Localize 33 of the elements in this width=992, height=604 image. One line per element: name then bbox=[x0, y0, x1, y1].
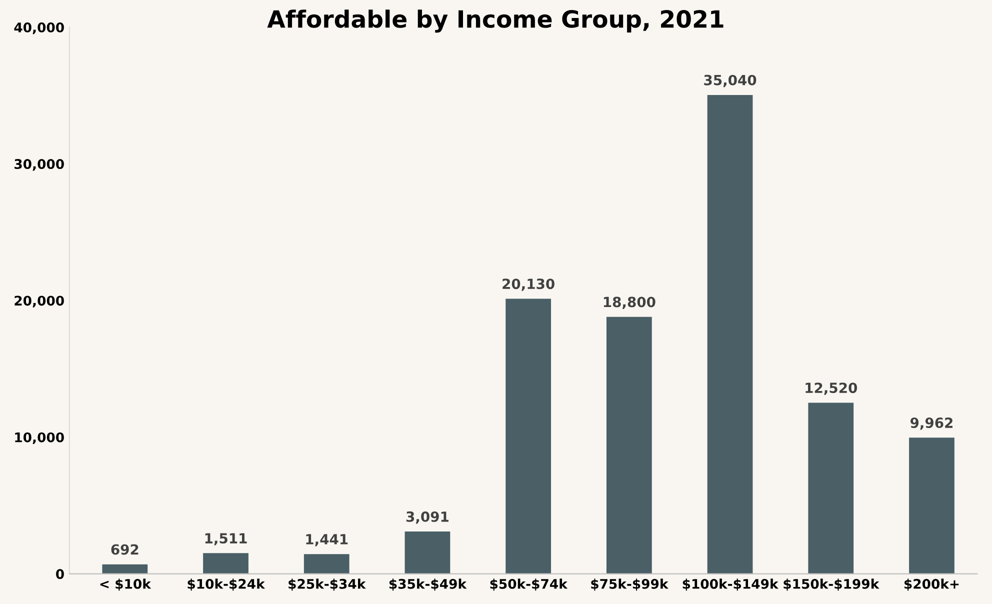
data-label: 1,441 bbox=[306, 534, 348, 546]
y-tick-label: 30,000 bbox=[14, 159, 64, 171]
y-tick-label: 20,000 bbox=[14, 296, 64, 308]
x-tick-label: $10k-$24k bbox=[188, 578, 266, 591]
x-tick-label: < $10k bbox=[100, 578, 152, 591]
bar bbox=[304, 554, 350, 574]
x-tick-label: $25k-$34k bbox=[288, 578, 366, 591]
data-label: 35,040 bbox=[704, 74, 756, 88]
data-label: 12,520 bbox=[806, 382, 858, 395]
data-label: 692 bbox=[111, 544, 138, 555]
x-tick-label: $150k-$199k bbox=[784, 578, 880, 591]
data-label: 9,962 bbox=[910, 418, 952, 430]
data-label: 20,130 bbox=[502, 278, 554, 291]
y-tick-label: 0 bbox=[56, 569, 64, 579]
bar bbox=[102, 564, 148, 574]
x-tick-label: $35k-$49k bbox=[389, 578, 467, 591]
data-label: 3,091 bbox=[406, 511, 448, 524]
bar bbox=[707, 94, 753, 574]
bar bbox=[606, 316, 652, 574]
bar bbox=[909, 438, 954, 574]
x-tick-label: $200k+ bbox=[904, 578, 959, 591]
bar bbox=[404, 532, 450, 574]
bar bbox=[506, 298, 552, 574]
y-tick-label: 10,000 bbox=[15, 432, 64, 444]
data-label: 18,800 bbox=[604, 296, 656, 310]
bar bbox=[808, 402, 854, 574]
x-tick-label: $100k-$149k bbox=[682, 578, 779, 591]
x-tick-label: $75k-$99k bbox=[591, 578, 668, 591]
y-tick-label: 40,000 bbox=[14, 22, 64, 34]
x-tick-label: $50k-$74k bbox=[490, 578, 568, 591]
chart-title: Affordable by Income Group, 2021 bbox=[267, 10, 724, 33]
data-label: 1,511 bbox=[205, 533, 247, 546]
bar bbox=[203, 553, 248, 574]
